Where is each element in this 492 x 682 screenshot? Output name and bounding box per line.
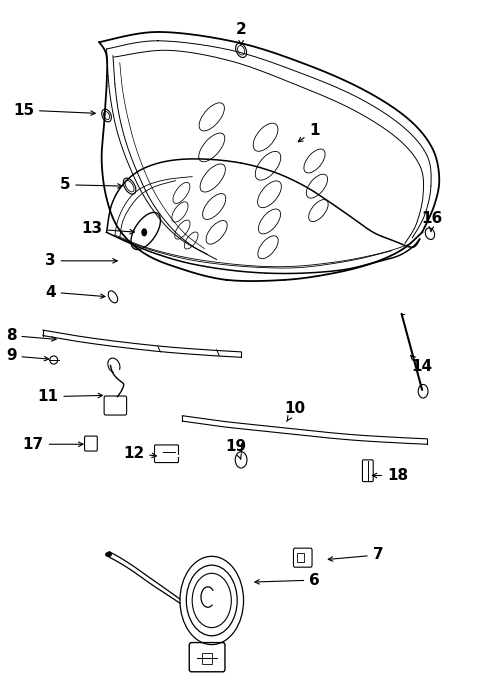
Text: 10: 10 bbox=[284, 402, 306, 421]
Text: 11: 11 bbox=[37, 389, 102, 404]
Text: 5: 5 bbox=[60, 177, 122, 192]
Text: 4: 4 bbox=[45, 284, 105, 299]
Text: 18: 18 bbox=[372, 468, 408, 483]
Text: 2: 2 bbox=[236, 23, 246, 45]
Text: 19: 19 bbox=[226, 439, 247, 459]
Bar bbox=[297, 553, 304, 563]
Bar bbox=[202, 653, 212, 664]
Text: 13: 13 bbox=[81, 222, 134, 237]
Text: 17: 17 bbox=[23, 436, 83, 451]
Text: 8: 8 bbox=[6, 328, 56, 343]
Text: 3: 3 bbox=[45, 253, 117, 268]
Text: 6: 6 bbox=[255, 573, 320, 588]
Text: 16: 16 bbox=[421, 211, 442, 232]
Text: 9: 9 bbox=[6, 349, 49, 364]
Circle shape bbox=[141, 228, 147, 237]
Text: 1: 1 bbox=[298, 123, 320, 142]
Text: 12: 12 bbox=[123, 445, 156, 460]
Text: 15: 15 bbox=[13, 102, 95, 117]
Text: 14: 14 bbox=[411, 355, 432, 374]
Text: 7: 7 bbox=[328, 548, 383, 563]
